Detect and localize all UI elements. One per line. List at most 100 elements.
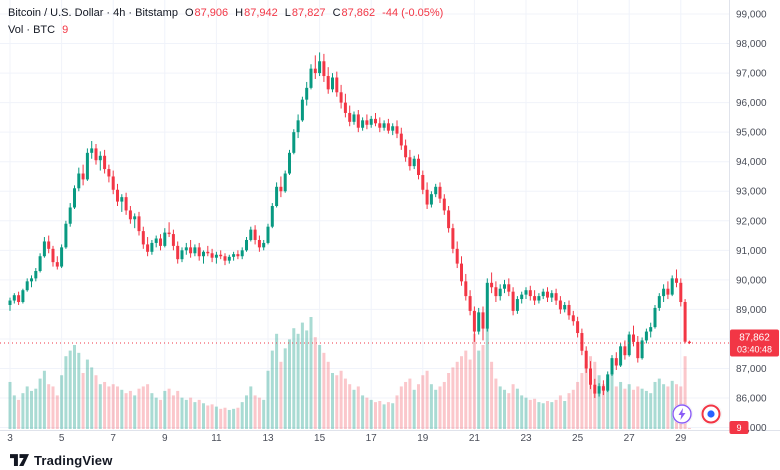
candle-body [399,133,403,146]
volume-bar [227,409,231,429]
candle-body [90,148,94,153]
candle-body [249,229,253,240]
time-axis-label: 25 [572,433,584,444]
volume-bar [12,395,16,429]
candle-body [404,145,408,158]
volume-bar [296,333,300,429]
volume-bar [580,373,584,429]
candle-body [666,288,670,295]
tradingview-logo-icon [10,454,29,467]
volume-bar [8,381,12,429]
volume-bar [154,397,158,429]
candle-body [275,186,279,207]
volume-bar [412,389,416,429]
volume-bar [537,402,541,429]
current-price-label-text: 87,862 [739,333,770,344]
volume-bar [485,328,489,429]
candle-body [425,189,429,205]
candle-body [460,263,463,282]
candle-body [455,248,459,264]
candle-body [503,284,506,289]
price-axis-label: 92,000 [736,216,767,227]
volume-bar [283,348,287,429]
volume-bar [42,370,46,429]
candle-body [576,321,580,334]
candle-body [214,254,218,258]
volume-bar [159,399,162,429]
volume-bar [17,399,21,429]
volume-bar [571,389,575,429]
volume-bar [503,389,506,429]
candle-body [687,341,691,344]
volume-bar [404,381,408,429]
candle-body [627,334,631,356]
time-axis-label: 23 [520,433,532,444]
volume-bar [60,375,64,429]
symbol-title[interactable]: Bitcoin / U.S. Dollar · 4h · Bitstamp [8,7,178,19]
candle-body [623,346,627,356]
candle-body [472,310,476,332]
candle-body [197,247,201,257]
candle-body [25,281,29,291]
volume-bar [434,389,438,429]
volume-bar [167,388,171,429]
boost-button[interactable] [672,404,692,424]
volume-bar [313,337,317,429]
volume-bar [356,386,360,429]
volume-bar [236,407,240,429]
candle-body [159,238,162,246]
volume-indicator-value: 9 [62,24,69,36]
candle-body [533,296,537,301]
candle-body [507,284,511,292]
time-axis-label: 11 [211,433,222,444]
candle-body [146,244,150,252]
candle-body [124,197,128,211]
price-axis-label: 99,000 [736,10,767,21]
candle-body [584,350,588,369]
candle-body [322,61,326,77]
volume-bar [292,328,296,429]
price-axis-label: 89,000 [736,305,767,316]
time-axis-label: 9 [162,433,168,444]
candle-body [670,278,674,295]
candle-body [365,120,369,125]
volume-bar [77,352,81,429]
candle-body [167,232,171,235]
candle-body [477,312,481,332]
candle-body [318,61,322,74]
volume-indicator-label[interactable]: Vol · BTC [8,24,56,36]
candle-body [417,158,420,175]
volume-bar [150,393,154,429]
candle-body [675,278,678,283]
volume-bar [339,370,343,429]
volume-bar [270,350,274,429]
candle-body [601,386,605,391]
tradingview-logo-text: TradingView [34,453,113,468]
candle-body [619,346,623,366]
volume-bar [507,393,511,429]
volume-bar [597,375,601,429]
badge-button[interactable] [701,404,721,424]
time-axis-label: 21 [469,433,481,444]
candle-body [202,251,205,257]
volume-bar [490,361,494,429]
tradingview-attribution[interactable]: TradingView [10,453,113,468]
candle-body [429,194,433,205]
candle-body [257,239,261,248]
candle-body [606,374,610,391]
close-label: C [332,7,341,19]
candle-body [55,262,59,267]
volume-bar [232,408,236,429]
volume-bar [399,386,403,429]
volume-bar [649,393,653,429]
candle-body [524,290,528,295]
candle-body [288,152,291,174]
candle-body [589,368,592,385]
volume-bar [279,361,283,429]
volume-bar [498,386,502,429]
volume-bar [253,395,257,429]
close-value: 87,862 [341,7,376,19]
price-axis-label: 86,000 [736,394,767,405]
volume-bar [34,388,38,429]
